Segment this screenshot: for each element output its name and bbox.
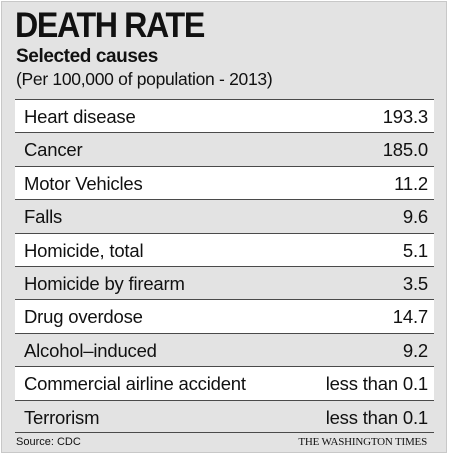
- chart-title: DEATH RATE: [15, 6, 205, 45]
- cause-label: Motor Vehicles: [24, 172, 143, 194]
- cause-label: Alcohol–induced: [24, 339, 157, 361]
- cause-label: Falls: [24, 206, 63, 228]
- publisher-credit: THE WASHINGTON TIMES: [298, 436, 427, 448]
- rate-value: 5.1: [402, 239, 428, 261]
- rate-value: 3.5: [402, 272, 428, 294]
- cause-label: Commercial airline accident: [24, 373, 246, 395]
- cause-label: Drug overdose: [24, 306, 143, 328]
- rate-value: 14.7: [392, 306, 428, 328]
- units-note: (Per 100,000 of population - 2013): [16, 69, 273, 89]
- death-rate-table: Heart disease 193.3 Cancer 185.0 Motor Vehic…: [15, 99, 434, 433]
- rate-value: 9.2: [402, 339, 428, 361]
- table-row: Drug overdose 14.7: [15, 299, 434, 333]
- rate-value: 9.6: [402, 206, 428, 228]
- chart-subtitle: Selected causes: [16, 46, 158, 67]
- table-row: Homicide, total 5.1: [15, 232, 434, 266]
- cause-label: Homicide by firearm: [24, 272, 185, 294]
- source-label: Source: CDC: [16, 436, 81, 448]
- table-row: Falls 9.6: [15, 199, 434, 232]
- table-row: Cancer 185.0: [15, 132, 434, 165]
- table-row: Alcohol–induced 9.2: [15, 332, 434, 366]
- rate-value: less than 0.1: [325, 406, 429, 428]
- table-row: Terrorism less than 0.1: [15, 399, 434, 433]
- rate-value: 185.0: [382, 139, 428, 161]
- cause-label: Cancer: [24, 139, 83, 161]
- cause-label: Heart disease: [24, 106, 136, 127]
- rate-value: less than 0.1: [325, 373, 429, 395]
- table-row: Heart disease 193.3: [15, 99, 434, 133]
- rate-value: 11.2: [394, 172, 428, 194]
- table-row: Commercial airline accident less than 0.1: [15, 366, 434, 400]
- cause-label: Homicide, total: [24, 239, 144, 261]
- table-row: Motor Vehicles 11.2: [15, 165, 434, 200]
- rate-value: 193.3: [382, 106, 428, 127]
- table-row: Homicide by firearm 3.5: [15, 265, 434, 299]
- cause-label: Terrorism: [24, 406, 100, 428]
